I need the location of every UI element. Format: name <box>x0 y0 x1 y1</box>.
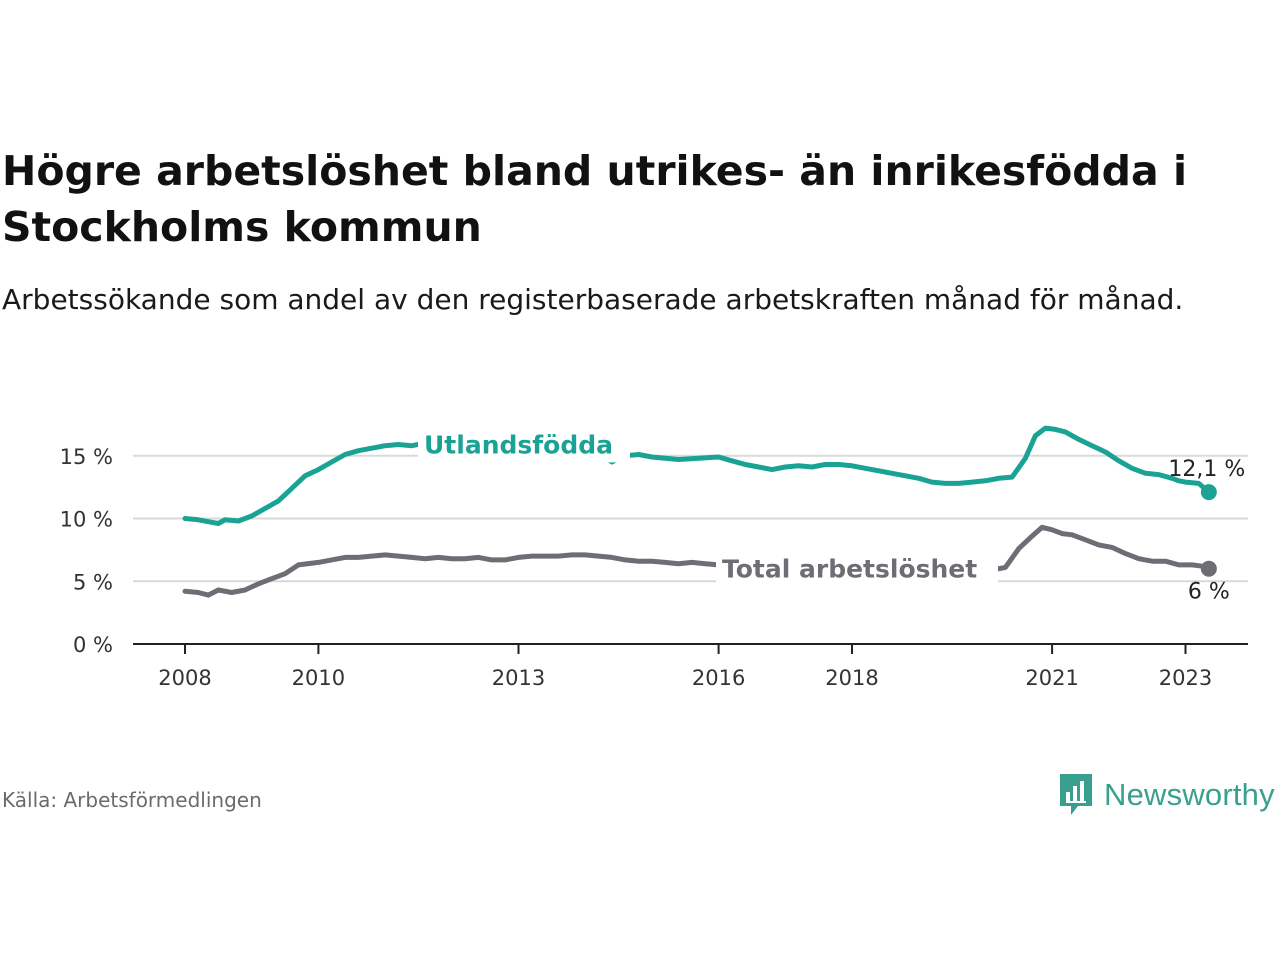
label-bg-foreign <box>418 422 630 463</box>
x-axis: 2008 2010 2013 2016 2018 2021 2023 <box>133 643 1248 690</box>
x-tick-label: 2008 <box>158 666 211 690</box>
x-tick-label: 2010 <box>292 666 345 690</box>
end-value-total: 6 % <box>1188 580 1230 605</box>
series-line-1 <box>182 524 1212 598</box>
line-chart: 0 %5 %10 %15 % 2008 2010 2013 2016 2018 2021 2… <box>60 422 1248 690</box>
series-end-marker-0 <box>1200 484 1217 501</box>
y-tick-label: 15 % <box>60 445 113 469</box>
series-lines <box>182 425 1217 598</box>
series-end-marker-1 <box>1200 560 1217 577</box>
series-label-foreign: Utlandsfödda <box>424 430 613 459</box>
newsworthy-logo-icon <box>1060 774 1092 815</box>
brand-name: Newsworthy <box>1104 777 1275 812</box>
label-bg-total <box>716 546 998 587</box>
end-value-foreign: 12,1 % <box>1168 457 1245 482</box>
series-line-0 <box>182 425 1212 526</box>
series-label-total: Total arbetslöshet <box>722 555 977 584</box>
series-labels: Utlandsfödda Total arbetslöshet 12,1 % 6 % <box>418 422 1245 605</box>
x-tick-label: 2021 <box>1025 666 1078 690</box>
x-tick-label: 2016 <box>692 666 745 690</box>
gridlines <box>133 454 1248 583</box>
y-axis-ticks: 0 % 5 % 10 % 15 % <box>60 445 113 657</box>
chart-title: Högre arbetslöshet bland utrikes- än inr… <box>2 147 1187 251</box>
x-tick-label: 2018 <box>825 666 878 690</box>
y-tick-label: 10 % <box>60 508 113 532</box>
source-note: Källa: Arbetsförmedlingen <box>2 788 262 812</box>
x-tick-label: 2013 <box>492 666 545 690</box>
x-tick-label: 2023 <box>1159 666 1212 690</box>
chart-subtitle: Arbetssökande som andel av den registerb… <box>2 283 1184 316</box>
y-tick-label: 0 % <box>73 633 113 657</box>
newsworthy-logo: Newsworthy <box>1058 772 1275 818</box>
y-tick-label: 5 % <box>73 570 113 594</box>
